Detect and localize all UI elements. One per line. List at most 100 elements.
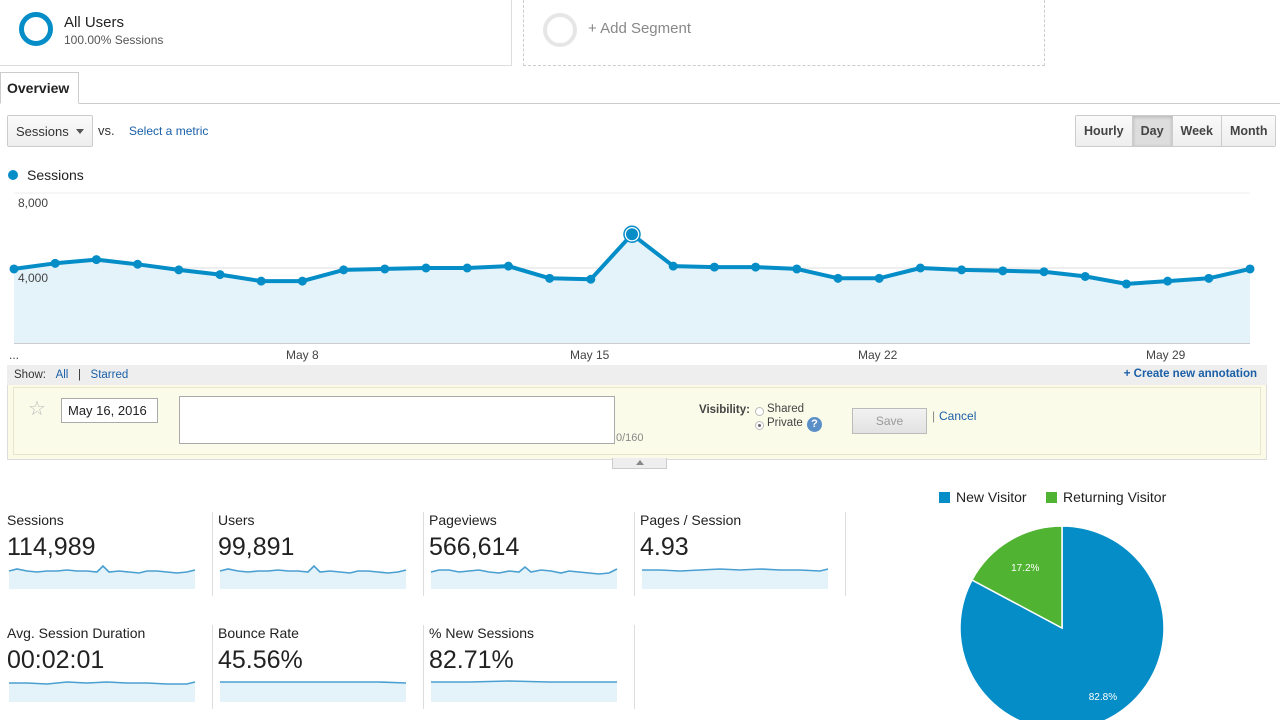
save-cancel-separator: | <box>932 409 936 423</box>
sparkline <box>430 565 618 589</box>
sessions-point[interactable] <box>339 265 349 275</box>
sessions-point[interactable] <box>256 276 266 286</box>
sessions-point[interactable] <box>1163 276 1173 286</box>
show-separator: | <box>77 369 81 381</box>
sessions-point[interactable] <box>624 226 640 243</box>
visibility-shared-label: Shared <box>767 403 805 415</box>
collapse-annotations-button[interactable] <box>612 458 667 469</box>
cancel-link[interactable]: Cancel <box>939 409 977 423</box>
tab-overview[interactable]: Overview <box>0 72 79 104</box>
scorecard-label: Pageviews <box>429 512 497 528</box>
sessions-point[interactable] <box>998 266 1008 276</box>
select-metric-link[interactable]: Select a metric <box>129 124 209 138</box>
sessions-point[interactable] <box>874 273 884 283</box>
sessions-point[interactable] <box>709 262 719 272</box>
save-button[interactable]: Save <box>852 408 927 434</box>
sparkline <box>8 565 196 589</box>
period-week-button[interactable]: Week <box>1171 116 1221 146</box>
sessions-point[interactable] <box>503 261 513 271</box>
pie-slice[interactable] <box>970 525 1063 630</box>
scorecard-pageviews[interactable]: Pageviews 566,614 <box>429 512 635 596</box>
sessions-point[interactable] <box>297 276 307 286</box>
sessions-point[interactable] <box>668 261 678 271</box>
legend-label: New Visitor <box>956 489 1027 505</box>
scorecard-divider <box>212 512 213 596</box>
scorecard-avg-session-duration[interactable]: Avg. Session Duration 00:02:01 <box>7 625 213 709</box>
sessions-point[interactable] <box>545 273 555 283</box>
primary-metric-dropdown[interactable]: Sessions <box>7 115 93 147</box>
create-annotation-link[interactable]: + Create new annotation <box>1123 368 1257 380</box>
sessions-point[interactable] <box>1039 267 1049 277</box>
sessions-point[interactable] <box>421 263 431 273</box>
annotation-date-input[interactable] <box>61 398 158 423</box>
show-starred-link[interactable]: Starred <box>90 369 129 381</box>
period-selector: Hourly Day Week Month <box>1075 115 1277 147</box>
add-segment-ring-icon <box>543 13 577 47</box>
sessions-point[interactable] <box>133 259 143 269</box>
add-segment-button[interactable]: + Add Segment <box>523 0 1045 66</box>
help-icon[interactable]: ? <box>807 417 822 432</box>
legend-swatch <box>939 492 950 503</box>
y-tick-4000: 4,000 <box>18 271 48 285</box>
pie-legend-new-visitor: New Visitor <box>939 489 1027 505</box>
sessions-point[interactable] <box>1245 264 1255 274</box>
annotation-form: ☆ 0/160 Visibility: Shared Private ? Sav… <box>7 385 1267 460</box>
sessions-point[interactable] <box>792 264 802 274</box>
x-tick-may8: May 8 <box>286 348 319 362</box>
segment-all-users[interactable]: All Users 100.00% Sessions <box>0 0 512 66</box>
sessions-point[interactable] <box>833 273 843 283</box>
scorecard-new-sessions[interactable]: % New Sessions 82.71% <box>429 625 635 709</box>
scorecard-value: 00:02:01 <box>7 646 105 674</box>
sessions-point[interactable] <box>1204 273 1214 283</box>
scorecard-label: Pages / Session <box>640 512 742 528</box>
scorecard-value: 4.93 <box>640 533 689 561</box>
scorecard-value: 45.56% <box>218 646 303 674</box>
sparkline <box>431 680 617 702</box>
visibility-label: Visibility: <box>699 404 750 416</box>
scorecard-value: 82.71% <box>429 646 514 674</box>
visibility-private-radio[interactable] <box>755 421 764 430</box>
scorecard-label: Avg. Session Duration <box>7 625 146 641</box>
sessions-point[interactable] <box>1080 271 1090 281</box>
legend-sessions: Sessions <box>27 167 84 183</box>
scorecard-sessions[interactable]: Sessions 114,989 <box>7 512 213 596</box>
pie-slice[interactable] <box>959 525 1165 720</box>
legend-swatch <box>8 170 18 180</box>
sessions-point[interactable] <box>586 274 596 284</box>
sparkline <box>220 681 407 702</box>
period-month-button[interactable]: Month <box>1220 116 1276 146</box>
period-day-button[interactable]: Day <box>1131 116 1172 146</box>
sessions-point[interactable] <box>174 265 184 275</box>
scorecard-users[interactable]: Users 99,891 <box>218 512 424 596</box>
primary-metric-label: Sessions <box>16 124 69 139</box>
tab-divider <box>0 103 1280 104</box>
sessions-point[interactable] <box>9 264 19 274</box>
sessions-point[interactable] <box>957 265 967 275</box>
sessions-point[interactable] <box>751 262 761 272</box>
sessions-point[interactable] <box>915 263 925 273</box>
show-label: Show: <box>14 369 46 381</box>
scorecard-bounce-rate[interactable]: Bounce Rate 45.56% <box>218 625 424 709</box>
scorecard-value: 99,891 <box>218 533 295 561</box>
scorecard-label: Users <box>218 512 255 528</box>
annotation-text-input[interactable] <box>179 396 615 444</box>
visitor-type-pie-chart: 82.8% 17.2% <box>959 525 1165 720</box>
star-icon[interactable]: ☆ <box>28 398 46 420</box>
sessions-point[interactable] <box>462 263 472 273</box>
pie-slice-label: 82.8% <box>1089 692 1117 703</box>
sessions-point[interactable] <box>215 270 225 280</box>
segment-ring-icon <box>19 12 53 46</box>
visibility-shared-radio[interactable] <box>755 407 764 416</box>
x-tick-may22: May 22 <box>858 348 898 362</box>
scorecard-divider <box>634 512 635 596</box>
sparkline <box>9 681 196 702</box>
period-hourly-button[interactable]: Hourly <box>1076 116 1132 146</box>
sessions-point[interactable] <box>50 258 60 268</box>
sessions-area <box>14 234 1250 343</box>
show-all-link[interactable]: All <box>55 369 69 381</box>
sessions-point[interactable] <box>1121 279 1131 289</box>
annotation-bar: Show: All | Starred + Create new annotat… <box>7 365 1267 385</box>
sessions-point[interactable] <box>380 264 390 274</box>
sessions-point[interactable] <box>91 255 101 265</box>
scorecard-pages-per-session[interactable]: Pages / Session 4.93 <box>640 512 846 596</box>
